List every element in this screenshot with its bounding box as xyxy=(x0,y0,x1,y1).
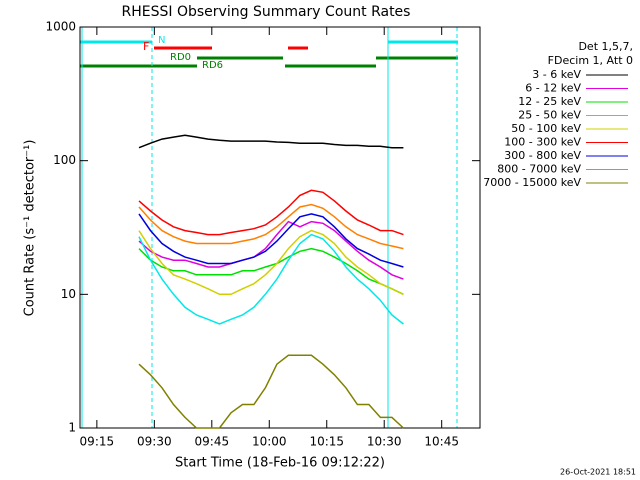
x-tick-label: 10:30 xyxy=(367,435,402,449)
legend-label: 6 - 12 keV xyxy=(525,82,581,95)
legend-label: 7000 - 15000 keV xyxy=(483,176,581,189)
legend-label: 12 - 25 keV xyxy=(518,95,581,108)
annotation: F xyxy=(143,40,149,53)
series-line xyxy=(138,247,404,295)
y-tick-label: 10 xyxy=(61,287,76,301)
legend-label: 50 - 100 keV xyxy=(511,122,581,135)
legend-label: 25 - 50 keV xyxy=(518,109,581,122)
y-tick-label: 1 xyxy=(68,421,76,435)
chart-title: RHESSI Observing Summary Count Rates xyxy=(122,4,411,20)
series-line xyxy=(138,354,404,429)
x-axis-label: Start Time (18-Feb-16 09:12:22) xyxy=(175,456,385,471)
series-line xyxy=(138,134,404,149)
plot-frame xyxy=(79,26,481,429)
annotation: RD0 xyxy=(170,52,191,63)
y-tick-label: 1000 xyxy=(45,20,76,34)
series-line xyxy=(138,189,404,236)
annotation: RD6 xyxy=(202,60,223,71)
footer: 26-Oct-2021 18:51 xyxy=(560,468,636,477)
legend-label: 800 - 7000 keV xyxy=(497,163,581,176)
x-tick-label: 10:15 xyxy=(309,435,344,449)
legend-label: 3 - 6 keV xyxy=(532,68,581,81)
x-tick-label: 09:45 xyxy=(195,435,230,449)
series-line xyxy=(138,220,404,280)
legend-label: 100 - 300 keV xyxy=(504,136,581,149)
legend-header: FDecim 1, Att 0 xyxy=(548,54,633,67)
series-line xyxy=(138,229,404,296)
y-axis-label: Count Rate (s⁻¹ detector⁻¹) xyxy=(23,140,38,317)
state-bars xyxy=(80,27,458,428)
series-line xyxy=(138,203,404,250)
series-line xyxy=(138,233,404,325)
series-line xyxy=(138,213,404,268)
legend-header: Det 1,5,7, xyxy=(578,40,633,53)
x-tick-label: 10:45 xyxy=(424,435,459,449)
x-tick-label: 09:15 xyxy=(80,435,115,449)
legend-label: 300 - 800 keV xyxy=(504,149,581,162)
y-tick-label: 100 xyxy=(53,153,76,167)
x-tick-label: 10:00 xyxy=(252,435,287,449)
annotation: N xyxy=(158,35,165,46)
x-tick-label: 09:30 xyxy=(137,435,172,449)
